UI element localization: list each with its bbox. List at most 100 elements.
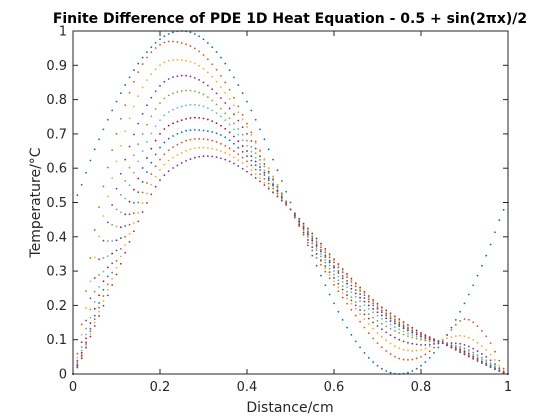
curve-dot bbox=[446, 334, 448, 337]
x-axis-ticks: 0 0.2 0.4 0.6 0.8 1 bbox=[69, 31, 512, 395]
curve-dot bbox=[154, 139, 157, 142]
curve-dot bbox=[254, 168, 257, 171]
data-point bbox=[376, 314, 379, 317]
curve-dot bbox=[85, 319, 87, 322]
curve-dot bbox=[124, 213, 127, 216]
curve-dot bbox=[407, 349, 409, 352]
curve-dot bbox=[411, 329, 414, 332]
curve-dot bbox=[320, 253, 322, 255]
data-point bbox=[180, 141, 183, 144]
curve-dot bbox=[172, 146, 174, 149]
data-point bbox=[398, 323, 401, 326]
curve-dot bbox=[206, 41, 209, 44]
curve-dot bbox=[280, 194, 283, 196]
curve-dot bbox=[185, 117, 188, 120]
curve-dot bbox=[189, 117, 192, 119]
curve-dot bbox=[250, 133, 253, 136]
curve-dot bbox=[119, 262, 122, 265]
curve-dot bbox=[106, 283, 109, 286]
curve-dot bbox=[163, 153, 166, 156]
curve-dot bbox=[359, 288, 361, 291]
curve-dot bbox=[394, 329, 396, 332]
curve-dot bbox=[315, 237, 318, 240]
curve-dot bbox=[259, 166, 261, 168]
curve-dot bbox=[250, 164, 253, 167]
curve-dot bbox=[215, 148, 218, 151]
curve-dot bbox=[489, 363, 492, 366]
curve-dot bbox=[307, 234, 309, 237]
curve-dot bbox=[315, 249, 318, 252]
curve-dot bbox=[154, 175, 157, 178]
data-point bbox=[485, 349, 488, 351]
data-point bbox=[224, 158, 227, 161]
curve-dot bbox=[85, 171, 87, 174]
curve-dot bbox=[80, 357, 83, 360]
curve-dot bbox=[350, 302, 353, 305]
curve-dot bbox=[237, 133, 240, 136]
data-point bbox=[354, 340, 357, 343]
curve-dot bbox=[89, 159, 92, 162]
curve-dot bbox=[128, 200, 131, 203]
curve-dot bbox=[372, 308, 375, 310]
curve-dot bbox=[467, 351, 470, 353]
curve-dot bbox=[189, 148, 192, 151]
curve-dot bbox=[146, 79, 148, 82]
curve-dot bbox=[263, 181, 266, 184]
curve-dot bbox=[119, 172, 122, 175]
data-point bbox=[246, 126, 248, 128]
curve-dot bbox=[424, 338, 427, 341]
curve-dot bbox=[193, 90, 196, 93]
curve-dot bbox=[106, 221, 109, 224]
curve-dot bbox=[433, 338, 435, 340]
curve-dot bbox=[98, 274, 100, 276]
data-point bbox=[289, 208, 292, 211]
curve-dot bbox=[254, 118, 257, 121]
data-point bbox=[202, 129, 205, 132]
y-tick-label: 0.1 bbox=[46, 333, 67, 348]
curve-dot bbox=[133, 222, 135, 224]
curve-dot bbox=[233, 162, 235, 165]
curve-dot bbox=[89, 335, 92, 338]
curve-dot bbox=[176, 75, 179, 78]
curve-dot bbox=[172, 92, 174, 95]
curve-dot bbox=[489, 359, 492, 362]
curve-dot bbox=[411, 370, 414, 372]
y-tick-label: 0.7 bbox=[46, 127, 67, 142]
curve-dot bbox=[106, 288, 109, 291]
curve-dot bbox=[415, 335, 418, 338]
curve-dot bbox=[228, 153, 231, 156]
curve-dot bbox=[215, 103, 218, 106]
curve-dot bbox=[241, 162, 244, 165]
data-point bbox=[311, 254, 314, 257]
data-point bbox=[311, 237, 314, 240]
curve-dot bbox=[337, 264, 340, 267]
curve-dot bbox=[254, 173, 257, 176]
curve-dot bbox=[198, 50, 201, 53]
curve-dot bbox=[163, 141, 166, 144]
curve-dot bbox=[119, 211, 122, 214]
curve-dot bbox=[459, 334, 462, 337]
curve-dot bbox=[394, 322, 396, 325]
curve-dot bbox=[302, 224, 305, 227]
curve-dot bbox=[424, 343, 427, 346]
data-point bbox=[267, 167, 270, 170]
curve-dot bbox=[367, 307, 370, 310]
curve-dot bbox=[254, 160, 257, 163]
curve-dot bbox=[424, 336, 427, 339]
curve-dot bbox=[228, 139, 231, 142]
curve-dot bbox=[133, 154, 135, 157]
curve-dot bbox=[89, 332, 92, 335]
data-point bbox=[202, 38, 205, 41]
curve-dot bbox=[254, 156, 257, 159]
curve-dot bbox=[324, 265, 327, 268]
curve-dot bbox=[198, 91, 201, 94]
curve-dot bbox=[481, 362, 483, 364]
curve-dot bbox=[428, 356, 431, 359]
curve-dot bbox=[128, 213, 131, 216]
curve-dot bbox=[119, 255, 122, 258]
curve-dot bbox=[350, 287, 353, 290]
curve-dot bbox=[154, 41, 157, 44]
data-point bbox=[202, 93, 205, 96]
curve-dot bbox=[324, 249, 327, 252]
curve-dot bbox=[206, 107, 209, 110]
